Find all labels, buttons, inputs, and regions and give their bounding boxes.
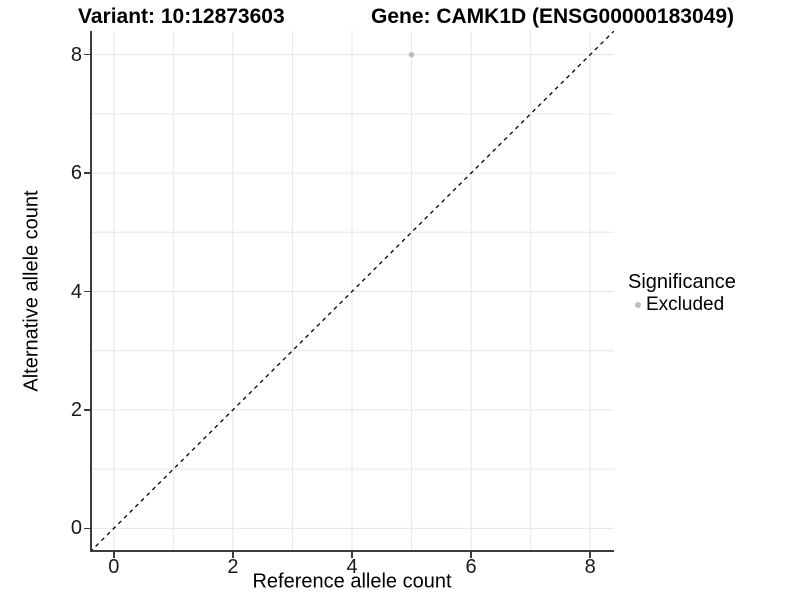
legend-item-excluded: Excluded [628, 295, 736, 315]
x-axis-tick [470, 552, 472, 558]
x-axis-tick-label: 6 [465, 556, 477, 578]
y-axis-tick-label: 4 [70, 280, 82, 303]
x-axis-tick [351, 552, 353, 558]
y-axis-tick-label: 8 [70, 43, 82, 66]
y-axis-tick [84, 53, 90, 56]
y-axis-tick [84, 409, 90, 411]
legend-item-label: Excluded [646, 294, 725, 315]
y-axis-tick-label: 0 [70, 517, 82, 540]
plot-canvas [90, 31, 614, 552]
y-axis-tick-label: 6 [70, 162, 82, 185]
legend: Significance Excluded [628, 271, 736, 315]
x-axis-tick-label: 0 [108, 556, 120, 578]
plot-title-gene: Gene: CAMK1D (ENSG00000183049) [371, 5, 734, 28]
x-axis-tick-label: 4 [346, 556, 358, 578]
x-axis-tick [232, 552, 234, 558]
x-axis-tick-label: 8 [584, 556, 596, 578]
legend-title: Significance [628, 271, 736, 293]
plot-panel [90, 31, 614, 552]
y-axis-tick [84, 172, 90, 174]
y-axis-tick-label: 2 [70, 398, 82, 421]
y-axis-tick [84, 290, 90, 293]
plot-title-variant: Variant: 10:12873603 [78, 5, 285, 28]
data-point [408, 51, 415, 58]
legend-point-icon [635, 302, 641, 308]
x-axis-tick [589, 552, 591, 558]
identity-line [90, 31, 614, 552]
x-axis-title: Reference allele count [252, 570, 452, 593]
x-axis-tick-label: 2 [227, 556, 239, 578]
x-axis-tick [113, 552, 115, 558]
y-axis-tick [84, 527, 90, 530]
y-axis-title: Alternative allele count [20, 190, 43, 392]
